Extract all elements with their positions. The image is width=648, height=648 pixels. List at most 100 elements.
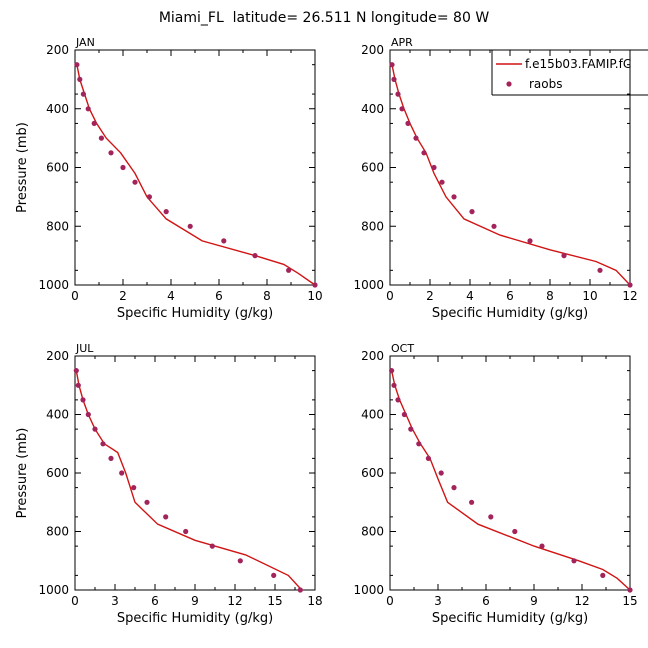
model-profile-line <box>391 64 631 286</box>
x-tick-label: 0 <box>71 594 79 608</box>
y-tick-label: 800 <box>361 219 384 233</box>
raobs-point <box>237 558 243 564</box>
y-tick-label: 400 <box>361 102 384 116</box>
y-axis-label: Pressure (mb) <box>15 122 30 213</box>
x-tick-label: 10 <box>582 289 597 303</box>
raobs-point <box>77 76 83 82</box>
raobs-point <box>399 106 405 112</box>
panel-label: JUL <box>75 342 94 355</box>
panel-oct: 0 3 6 9 12 15 200 400 600 800 1000 OCT Specific Humi… <box>353 342 637 626</box>
model-profile-line <box>76 64 316 286</box>
raobs-point <box>561 253 567 259</box>
x-tick-label: 12 <box>227 594 242 608</box>
x-tick-label: 6 <box>506 289 514 303</box>
y-axis-label: Pressure (mb) <box>15 428 30 519</box>
raobs-point <box>85 411 91 418</box>
raobs-point <box>100 441 106 447</box>
raobs-point <box>421 150 427 156</box>
x-tick-label: 6 <box>215 289 223 303</box>
raobs-point <box>297 587 303 593</box>
raobs-point <box>252 253 258 259</box>
y-tick-label: 1000 <box>353 278 384 292</box>
raobs-point <box>600 572 606 579</box>
raobs-point <box>539 543 545 549</box>
model-profile-line <box>75 370 303 591</box>
y-tick-label: 800 <box>46 525 69 539</box>
raobs-point <box>408 426 414 432</box>
x-tick-label: 3 <box>111 594 119 608</box>
x-tick-label: 4 <box>167 289 175 303</box>
x-tick-label: 9 <box>191 594 199 608</box>
raobs-point <box>401 411 407 418</box>
raobs-point <box>488 514 494 520</box>
x-tick-label: 3 <box>434 594 442 608</box>
raobs-point <box>439 179 445 185</box>
raobs-point <box>73 368 79 374</box>
x-tick-label: 8 <box>546 289 554 303</box>
x-axis-label: Specific Humidity (g/kg) <box>432 611 588 626</box>
raobs-point <box>92 426 98 432</box>
y-tick-label: 1000 <box>353 583 384 597</box>
x-tick-label: 0 <box>71 289 79 303</box>
y-tick-label: 200 <box>46 349 69 363</box>
y-tick-label: 400 <box>46 408 69 422</box>
y-tick-label: 400 <box>361 408 384 422</box>
raobs-point <box>108 455 114 461</box>
x-tick-label: 12 <box>622 289 637 303</box>
raobs-point <box>413 135 419 141</box>
raobs-point <box>74 62 80 68</box>
raobs-point <box>286 267 292 273</box>
x-tick-label: 15 <box>622 594 637 608</box>
x-tick-label: 8 <box>263 289 271 303</box>
raobs-point <box>431 164 437 171</box>
y-tick-label: 1000 <box>38 278 69 292</box>
raobs-point <box>131 485 137 491</box>
x-tick-label: 4 <box>466 289 474 303</box>
x-tick-label: 12 <box>574 594 589 608</box>
plot-frame <box>74 355 316 591</box>
x-tick-label: 6 <box>151 594 159 608</box>
raobs-point <box>183 528 189 535</box>
raobs-point <box>209 543 215 549</box>
plot-frame <box>389 355 631 591</box>
y-tick-label: 200 <box>361 43 384 57</box>
raobs-point <box>146 194 152 200</box>
x-tick-label: 18 <box>307 594 322 608</box>
y-tick-label: 200 <box>46 43 69 57</box>
raobs-point <box>132 179 138 185</box>
y-tick-label: 800 <box>361 525 384 539</box>
y-tick-label: 200 <box>361 349 384 363</box>
raobs-point <box>395 91 401 97</box>
raobs-point <box>119 470 125 476</box>
raobs-point <box>312 282 318 288</box>
raobs-point <box>469 209 475 215</box>
raobs-point <box>391 76 397 82</box>
legend-model-label: f.e15b03.FAMIP.fC <box>525 57 631 71</box>
raobs-point <box>91 120 97 126</box>
raobs-point <box>425 455 431 461</box>
y-tick-label: 400 <box>46 102 69 116</box>
raobs-point <box>80 397 86 403</box>
raobs-point <box>389 62 395 68</box>
raobs-point <box>85 106 91 112</box>
panel-apr: 0 2 4 6 8 10 12 200 400 600 800 1000 APR Specific Hum… <box>353 36 637 321</box>
x-tick-label: 0 <box>386 289 394 303</box>
model-profile-line <box>390 370 631 591</box>
figure-title: Miami_FL latitude= 26.511 N longitude= 8… <box>159 10 489 26</box>
raobs-point <box>416 441 422 447</box>
y-tick-label: 600 <box>361 466 384 480</box>
x-tick-label: 2 <box>119 289 127 303</box>
raobs-point <box>144 499 150 505</box>
raobs-point <box>108 150 114 156</box>
raobs-point <box>438 470 444 476</box>
panel-jul: 0 3 6 9 12 15 18 200 400 600 800 1000 JUL Specific Hu… <box>15 342 323 626</box>
raobs-point <box>405 120 411 126</box>
raobs-point <box>98 135 104 141</box>
x-axis-label: Specific Humidity (g/kg) <box>432 306 588 321</box>
y-tick-label: 1000 <box>38 583 69 597</box>
raobs-point <box>391 382 397 388</box>
raobs-point <box>627 587 633 593</box>
raobs-point <box>271 572 277 579</box>
